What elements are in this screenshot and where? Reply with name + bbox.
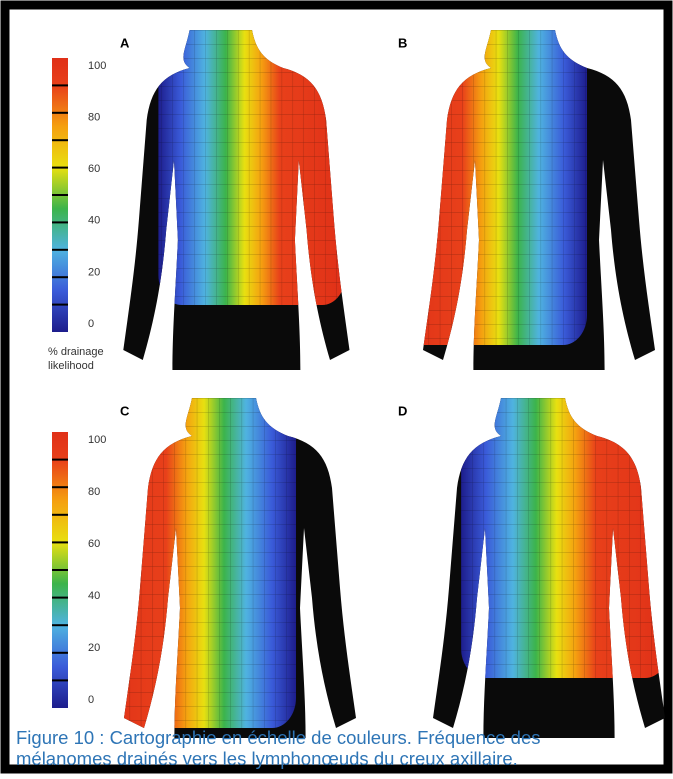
figure: A 100 80 60 40 20 0 % drainage likelihood B C 100 80… bbox=[0, 0, 673, 774]
colorbar-tick-label: 80 bbox=[88, 486, 100, 498]
panel-label: D bbox=[398, 403, 407, 418]
colorbar-tick-label: 80 bbox=[88, 112, 100, 124]
figure-caption: Figure 10 : Cartographie en échelle de c… bbox=[16, 727, 541, 748]
colorbar-tick-label: 60 bbox=[88, 538, 100, 550]
colorbar-tick-label: 20 bbox=[88, 642, 100, 654]
panel-label: A bbox=[120, 35, 130, 50]
colorbar-caption: likelihood bbox=[48, 360, 94, 372]
panel-label: C bbox=[120, 403, 130, 418]
colorbar-caption: % drainage bbox=[48, 346, 104, 358]
colorbar-tick-label: 0 bbox=[88, 318, 94, 330]
colorbar-tick-label: 40 bbox=[88, 215, 100, 227]
colorbar-tick-label: 100 bbox=[88, 434, 106, 446]
colorbar-tick-label: 60 bbox=[88, 163, 100, 175]
colorbar-tick-label: 20 bbox=[88, 266, 100, 278]
panel-label: B bbox=[398, 35, 407, 50]
page: {"panels":[ {"label":"A","colorbar":{"ti… bbox=[0, 0, 673, 774]
colorbar-tick-label: 0 bbox=[88, 694, 94, 706]
figure-caption: mélanomes drainés vers les lymphonœuds d… bbox=[16, 748, 518, 769]
colorbar-tick-label: 40 bbox=[88, 590, 100, 602]
colorbar-tick-label: 100 bbox=[88, 60, 106, 72]
